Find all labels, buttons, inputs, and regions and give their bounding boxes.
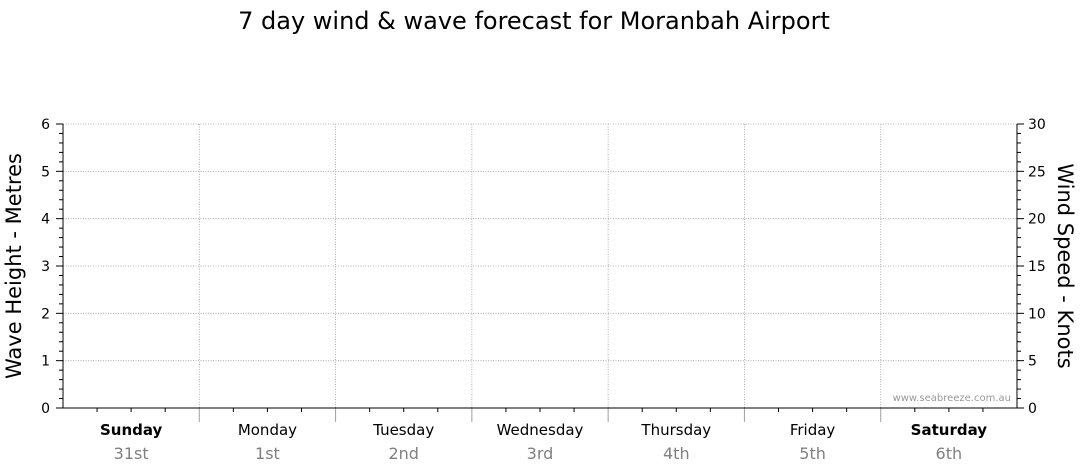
tick-labels: 0 01 52 103 154 205 256 30 — [41, 117, 1046, 417]
day-date-label: 6th — [936, 444, 963, 463]
day-name-label: Tuesday — [372, 421, 434, 439]
axes — [56, 123, 1024, 412]
day-date-label: 1st — [255, 444, 280, 463]
left-tick-label: 5 — [41, 164, 50, 180]
day-name-label: Wednesday — [497, 421, 584, 439]
left-tick-label: 3 — [41, 259, 50, 275]
watermark: www.seabreeze.com.au — [893, 393, 1011, 404]
left-tick-label: 1 — [41, 354, 50, 370]
day-name-label: Friday — [790, 421, 836, 439]
right-tick-label: 15 — [1028, 259, 1046, 275]
right-tick-label: 0 — [1028, 401, 1037, 417]
grid-lines — [63, 123, 1017, 422]
day-date-label: 5th — [799, 444, 826, 463]
day-date-label: 2nd — [388, 444, 418, 463]
right-tick-label: 5 — [1028, 354, 1037, 370]
day-name-label: Sunday — [100, 421, 163, 439]
left-tick-label: 4 — [41, 212, 50, 228]
day-labels: Sunday 31st Monday 1st Tuesday 2nd Wednesday 3r… — [100, 421, 987, 463]
day-date-label: 31st — [114, 444, 149, 463]
day-name-label: Saturday — [911, 421, 988, 439]
day-name-label: Monday — [238, 421, 297, 439]
left-tick-label: 2 — [41, 306, 50, 322]
day-date-label: 4th — [663, 444, 690, 463]
right-tick-label: 20 — [1028, 212, 1046, 228]
right-tick-label: 25 — [1028, 164, 1046, 180]
right-axis-title: Wind Speed - Knots — [1053, 163, 1077, 368]
right-tick-label: 10 — [1028, 306, 1046, 322]
chart-title: 7 day wind & wave forecast for Moranbah … — [238, 7, 830, 35]
left-tick-label: 6 — [41, 117, 50, 133]
day-name-label: Thursday — [640, 421, 711, 439]
right-tick-label: 30 — [1028, 117, 1046, 133]
day-date-label: 3rd — [527, 444, 554, 463]
left-tick-label: 0 — [41, 401, 50, 417]
left-axis-title: Wave Height - Metres — [2, 153, 26, 379]
